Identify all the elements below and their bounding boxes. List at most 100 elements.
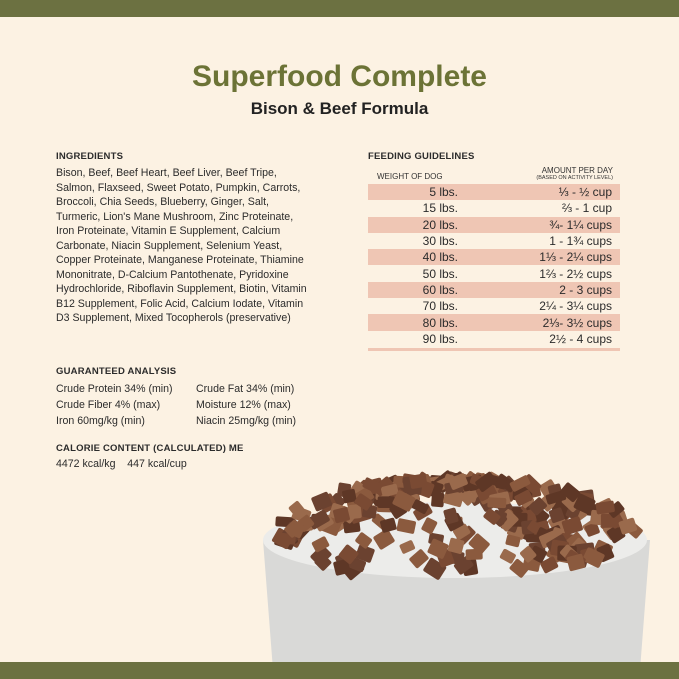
kibble-piece xyxy=(520,546,537,563)
kibble-piece xyxy=(448,473,468,490)
kibble-piece xyxy=(311,491,333,512)
feeding-row: 5 lbs. ⅓ - ½ cup xyxy=(368,184,620,201)
amount-cell: ¾- 1¼ cups xyxy=(549,217,612,232)
kibble-piece xyxy=(443,507,459,525)
kibble-piece xyxy=(582,547,605,568)
weight-cell: 15 lbs. xyxy=(422,201,458,216)
top-band xyxy=(0,0,679,17)
bottom-band xyxy=(0,662,679,679)
product-subtitle: Bison & Beef Formula xyxy=(250,99,429,118)
kibble-piece xyxy=(355,532,372,549)
weight-cell: 50 lbs. xyxy=(422,266,458,281)
feeding-row: 80 lbs. 2⅓- 3½ cups xyxy=(368,314,620,331)
table-bottom-rule xyxy=(368,348,620,351)
kibble-piece xyxy=(496,509,519,532)
kibble-piece xyxy=(595,500,615,515)
calorie-heading: CALORIE CONTENT (CALCULATED) ME xyxy=(56,443,244,454)
kibble-piece xyxy=(548,507,565,524)
kibble-piece xyxy=(545,490,567,505)
amount-cell: ⅔ - 1 cup xyxy=(561,201,612,216)
kibble-piece xyxy=(618,517,638,535)
ingredients-text: Bison, Beef, Beef Heart, Beef Liver, Bee… xyxy=(56,167,307,324)
kibble-piece xyxy=(411,499,429,515)
kibble-piece xyxy=(528,497,547,516)
kibble-piece xyxy=(355,544,375,563)
kibble-piece xyxy=(396,518,417,534)
weight-cell: 5 lbs. xyxy=(429,185,458,200)
kibble-piece xyxy=(453,556,474,575)
kibble-piece xyxy=(561,516,583,536)
kibble-piece xyxy=(380,483,399,498)
kibble-piece xyxy=(333,507,350,524)
feeding-heading: FEEDING GUIDELINES xyxy=(368,151,475,162)
kibble-piece xyxy=(514,489,533,506)
kibble-piece xyxy=(465,548,483,561)
feeding-row: 90 lbs. 2½ - 4 cups xyxy=(368,331,620,347)
kibble-piece xyxy=(348,504,362,519)
kibble-piece xyxy=(311,536,330,553)
col-weight: WEIGHT OF DOG xyxy=(377,172,443,181)
feeding-row: 50 lbs. 1⅔ - 2½ cups xyxy=(368,265,620,281)
kibble-piece xyxy=(509,475,531,492)
weight-cell: 40 lbs. xyxy=(422,250,458,265)
analysis-heading: GUARANTEED ANALYSIS xyxy=(56,366,177,377)
kibble-piece xyxy=(447,537,465,554)
weight-cell: 60 lbs. xyxy=(422,282,458,297)
col-amount-note: (BASED ON ACTIVITY LEVEL) xyxy=(536,175,613,181)
kibble-piece xyxy=(330,493,346,509)
kibble-piece xyxy=(505,534,521,548)
kibble-piece xyxy=(560,482,581,503)
analysis-item: Crude Protein 34% (min) xyxy=(56,383,173,395)
kibble-piece xyxy=(354,493,373,511)
analysis-item: Niacin 25mg/kg (min) xyxy=(196,415,297,427)
weight-cell: 30 lbs. xyxy=(422,234,458,249)
kibble-piece xyxy=(468,533,490,555)
analysis-item: Crude Fiber 4% (max) xyxy=(56,399,161,411)
kibble-piece xyxy=(333,559,351,576)
kibble-piece xyxy=(483,508,501,525)
col-amount: AMOUNT PER DAY (BASED ON ACTIVITY LEVEL) xyxy=(493,166,613,181)
amount-cell: 2⅓- 3½ cups xyxy=(542,315,612,330)
kibble-piece xyxy=(421,517,438,535)
kibble-piece xyxy=(373,528,395,550)
kibble-piece xyxy=(499,548,516,564)
kibble-piece xyxy=(573,493,596,515)
food-bowl-image xyxy=(263,470,650,670)
weight-cell: 90 lbs. xyxy=(422,331,458,346)
kibble-pile xyxy=(271,470,643,581)
kibble-piece xyxy=(409,473,428,489)
amount-cell: 1⅔ - 2½ cups xyxy=(539,266,612,281)
kibble-piece xyxy=(409,549,429,569)
feeding-row: 30 lbs. 1 - 1¾ cups xyxy=(368,233,620,249)
kibble-piece xyxy=(342,488,357,504)
amount-cell: 1 - 1¾ cups xyxy=(549,234,612,249)
amount-cell: 2¼ - 3¼ cups xyxy=(539,299,612,314)
feeding-row: 60 lbs. 2 - 3 cups xyxy=(368,281,620,299)
kibble-piece xyxy=(529,545,547,563)
kibble-piece xyxy=(427,538,449,559)
kibble-piece xyxy=(566,553,586,572)
amount-cell: 2 - 3 cups xyxy=(559,282,612,297)
kibble-piece xyxy=(487,497,507,509)
ingredients-heading: INGREDIENTS xyxy=(56,151,124,162)
feeding-row: 20 lbs. ¾- 1¼ cups xyxy=(368,216,620,233)
amount-cell: ⅓ - ½ cup xyxy=(558,185,612,200)
kibble-piece xyxy=(377,496,395,509)
kibble-piece xyxy=(362,477,383,494)
amount-cell: 1⅓ - 2¼ cups xyxy=(539,250,612,265)
feeding-table: 5 lbs. ⅓ - ½ cup 15 lbs. ⅔ - 1 cup 20 lbs. ¾-… xyxy=(368,184,620,347)
kibble-piece xyxy=(607,501,625,518)
kibble-piece xyxy=(540,556,559,574)
analysis-item: Moisture 12% (max) xyxy=(196,399,291,411)
amount-cell: 2½ - 4 cups xyxy=(549,331,612,346)
kibble-piece xyxy=(314,553,332,571)
feeding-row: 70 lbs. 2¼ - 3¼ cups xyxy=(368,298,620,314)
weight-cell: 80 lbs. xyxy=(422,315,458,330)
kibble-piece xyxy=(287,521,305,539)
analysis-item: Iron 60mg/kg (min) xyxy=(56,415,145,427)
kibble-piece xyxy=(475,471,497,492)
col-amount-label: AMOUNT PER DAY xyxy=(541,166,613,175)
kibble-piece xyxy=(509,558,529,578)
feeding-row: 15 lbs. ⅔ - 1 cup xyxy=(368,200,620,216)
feeding-row: 40 lbs. 1⅓ - 2¼ cups xyxy=(368,249,620,266)
